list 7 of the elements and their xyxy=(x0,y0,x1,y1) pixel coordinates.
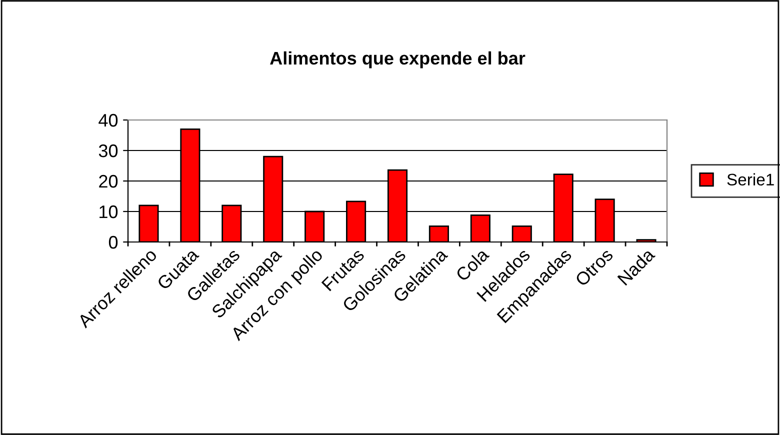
legend-label: Serie1 xyxy=(727,173,774,186)
y-tick-label: 30 xyxy=(98,144,118,158)
y-tick-label: 10 xyxy=(100,205,118,218)
y-tick-label: 20 xyxy=(99,174,118,188)
y-tick-label: 40 xyxy=(98,114,118,127)
chart-title: Alimentos que expende el bar xyxy=(270,51,526,68)
y-tick-label: 0 xyxy=(108,236,118,249)
